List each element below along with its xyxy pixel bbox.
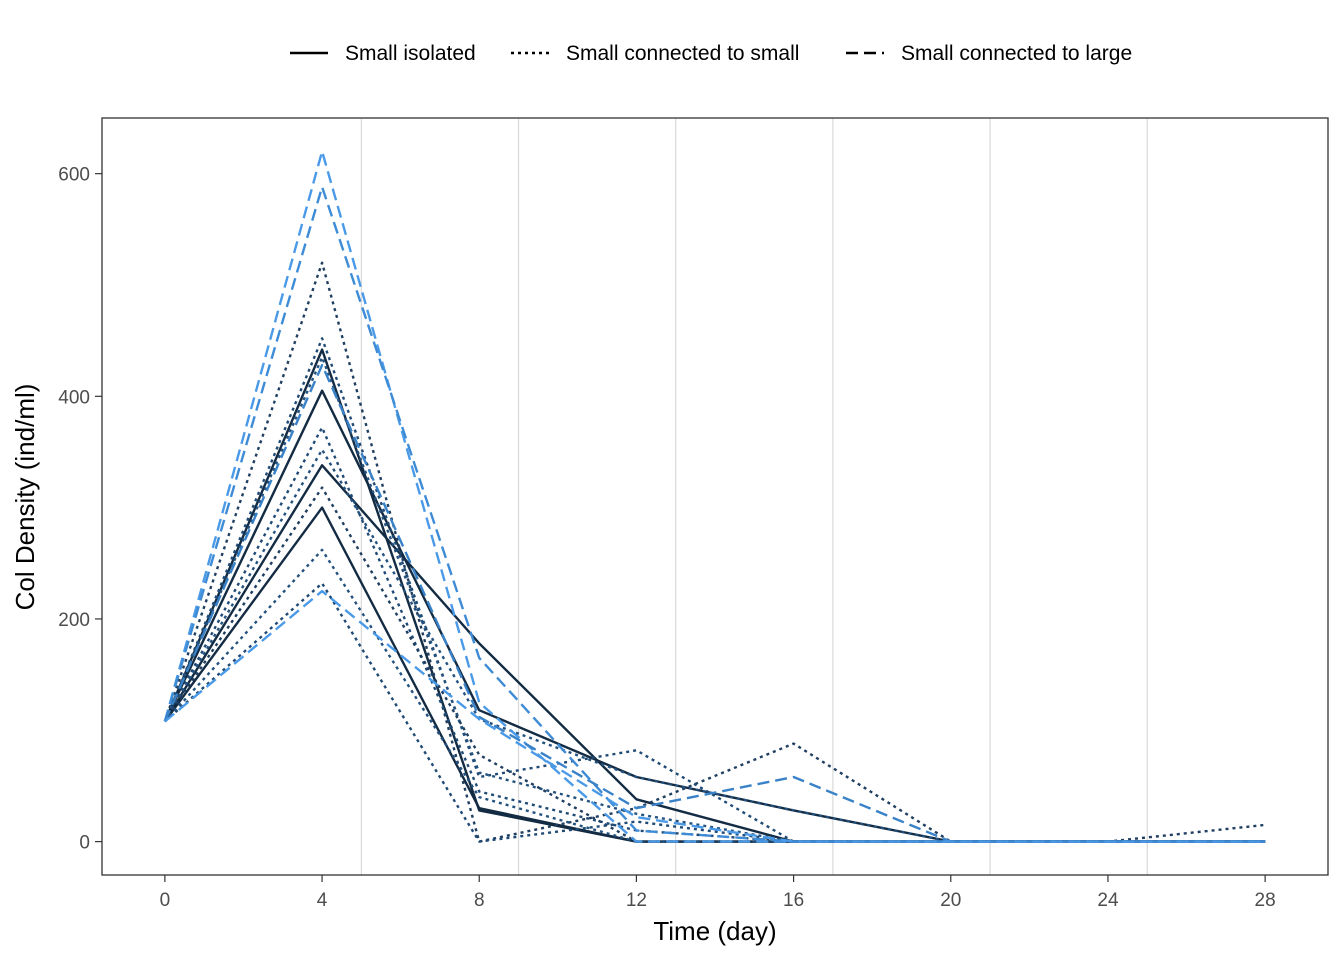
panel-border — [101, 117, 1329, 876]
panel-background — [102, 118, 1328, 875]
x-tick-label: 28 — [1255, 890, 1276, 911]
x-tick-label: 8 — [474, 890, 485, 911]
x-tick-label: 16 — [783, 890, 804, 911]
x-tick-label: 24 — [1097, 890, 1119, 911]
axes: 0 4 8 12 16 20 24 28 0 200 400 600 — [58, 165, 1275, 911]
legend-item-1: Small isolated — [290, 42, 476, 65]
x-tick-label: 0 — [160, 890, 171, 911]
x-tick-label: 20 — [940, 890, 961, 911]
series-line-12 — [164, 582, 1266, 843]
series-line-15 — [163, 363, 1266, 843]
y-tick-label: 0 — [79, 833, 90, 854]
series-line-14 — [163, 185, 1266, 843]
legend-label: Small connected to small — [566, 42, 799, 65]
y-tick-label: 200 — [58, 610, 90, 631]
x-axis-title: Time (day) — [653, 916, 776, 946]
y-axis-title: Col Density (ind/ml) — [10, 384, 40, 611]
y-tick-label: 600 — [58, 165, 90, 186]
legend: Small isolated Small connected to small Sm… — [290, 42, 1132, 65]
legend-item-3: Small connected to large — [846, 42, 1132, 65]
series-line-6 — [163, 337, 1266, 843]
y-tick-label: 400 — [58, 387, 90, 408]
legend-label: Small connected to large — [901, 42, 1132, 65]
plot-panel — [101, 117, 1329, 876]
series-line-16 — [164, 589, 1266, 843]
x-tick-label: 4 — [317, 890, 328, 911]
legend-label: Small isolated — [345, 42, 476, 65]
series-line-10 — [163, 486, 1266, 843]
x-tick-label: 12 — [626, 890, 647, 911]
legend-item-2: Small connected to small — [511, 42, 799, 65]
series-line-9 — [163, 448, 1266, 843]
